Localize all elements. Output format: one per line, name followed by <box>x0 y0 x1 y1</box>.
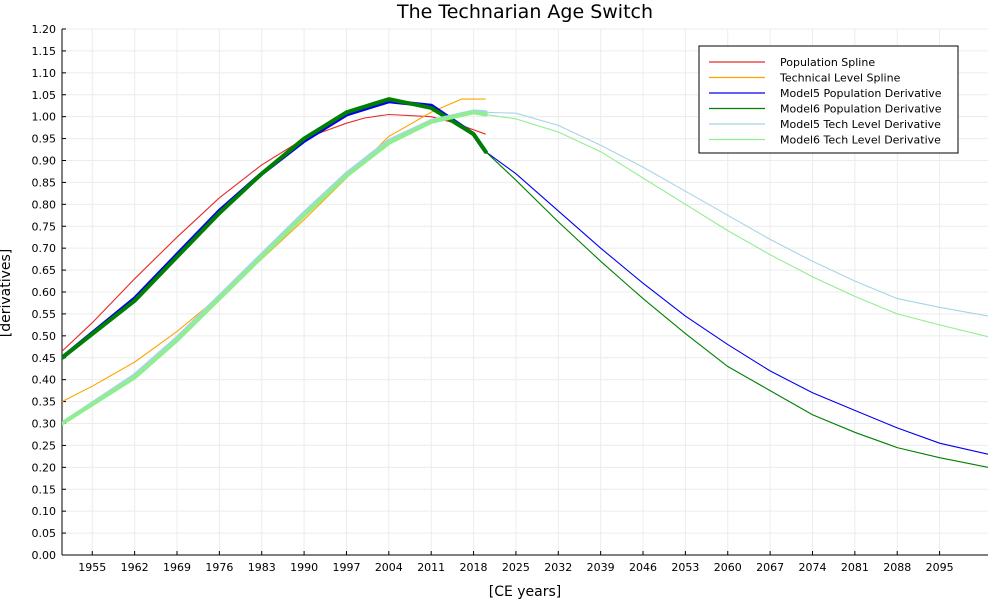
y-tick-label: 0.45 <box>32 352 57 365</box>
series-line-fitted-5 <box>62 110 488 426</box>
series-line-2 <box>485 151 988 455</box>
x-tick-label: 1983 <box>248 561 276 574</box>
y-tick-label: 0.75 <box>32 220 57 233</box>
y-tick-label: 1.10 <box>32 67 57 80</box>
x-tick-label: 2004 <box>375 561 403 574</box>
legend-label: Technical Level Spline <box>779 72 901 85</box>
legend-label: Model5 Population Derivative <box>780 87 942 100</box>
x-tick-label: 2032 <box>544 561 572 574</box>
x-tick-label: 2060 <box>714 561 742 574</box>
x-tick-label: 2095 <box>926 561 954 574</box>
chart-title: The Technarian Age Switch <box>396 1 653 23</box>
x-tick-label: 2067 <box>756 561 784 574</box>
series-line-1 <box>62 98 486 403</box>
x-tick-label: 1955 <box>78 561 106 574</box>
legend-label: Population Spline <box>780 56 875 69</box>
x-tick-label: 2074 <box>798 561 826 574</box>
y-tick-label: 0.60 <box>32 286 57 299</box>
y-axis-label: [derivatives] <box>0 249 14 338</box>
x-tick-label: 1962 <box>121 561 149 574</box>
y-tick-label: 0.95 <box>32 133 57 146</box>
x-tick-label: 1997 <box>332 561 360 574</box>
series-line-fitted-3 <box>62 97 488 360</box>
x-tick-label: 2046 <box>629 561 657 574</box>
x-tick-label: 2053 <box>671 561 699 574</box>
series-line-0 <box>62 113 486 352</box>
x-tick-label: 2018 <box>460 561 488 574</box>
x-axis-label: [CE years] <box>489 584 562 600</box>
y-tick-label: 0.10 <box>32 505 57 518</box>
y-tick-label: 0.80 <box>32 198 57 211</box>
y-tick-label: 0.15 <box>32 483 57 496</box>
x-tick-label: 1990 <box>290 561 318 574</box>
legend-label: Model5 Tech Level Derivative <box>780 118 941 131</box>
x-tick-label: 2088 <box>883 561 911 574</box>
y-tick-label: 0.70 <box>32 242 57 255</box>
y-tick-label: 1.15 <box>32 45 57 58</box>
y-tick-label: 0.25 <box>32 439 57 452</box>
x-tick-label: 2081 <box>841 561 869 574</box>
y-tick-label: 0.00 <box>32 549 57 562</box>
y-tick-label: 1.05 <box>32 89 57 102</box>
y-tick-label: 0.90 <box>32 155 57 168</box>
y-tick-label: 0.05 <box>32 527 57 540</box>
x-tick-label: 1969 <box>163 561 191 574</box>
legend: Population Spline Technical Level Spline M… <box>698 45 959 154</box>
series-layer <box>62 97 988 468</box>
y-tick-label: 0.65 <box>32 264 57 277</box>
y-tick-label: 0.20 <box>32 461 57 474</box>
series-line-fitted-4 <box>62 109 488 426</box>
x-tick-label: 1976 <box>205 561 233 574</box>
series-line-fitted-2 <box>62 99 488 360</box>
y-tick-label: 0.50 <box>32 330 57 343</box>
y-tick-label: 0.30 <box>32 418 57 431</box>
y-tick-label: 0.40 <box>32 374 57 387</box>
y-tick-label: 0.35 <box>32 396 57 409</box>
x-tick-label: 2039 <box>587 561 615 574</box>
y-tick-label: 0.85 <box>32 176 57 189</box>
y-tick-label: 1.20 <box>32 23 57 36</box>
legend-label: Model6 Population Derivative <box>780 103 942 116</box>
x-tick-label: 2011 <box>417 561 445 574</box>
series-line-4 <box>485 111 988 317</box>
axes: 1955 1962 1969 1976 1983 1990 1997 2004 2011 2018… <box>32 23 988 574</box>
legend-box <box>698 45 959 154</box>
legend-label: Model6 Tech Level Derivative <box>780 134 941 147</box>
y-tick-label: 0.55 <box>32 308 57 321</box>
y-tick-label: 1.00 <box>32 111 57 124</box>
series-line-5 <box>485 113 988 338</box>
series-line-3 <box>485 151 988 468</box>
x-tick-label: 2025 <box>502 561 530 574</box>
